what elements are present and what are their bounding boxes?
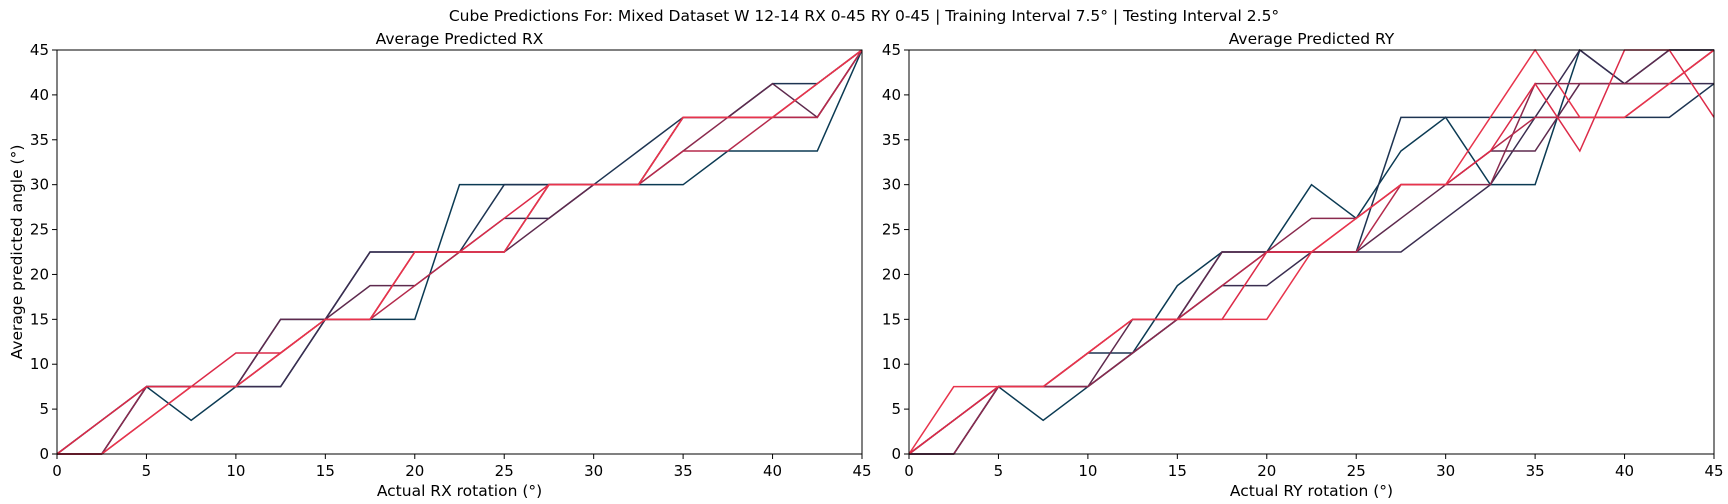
series-line-1 xyxy=(909,83,1714,455)
charts: 0 5 10 15 20 25 30 35 40 45 0 5 10 15 20 25 30 35 40 45 Aver… xyxy=(8,30,1724,500)
series-group xyxy=(909,49,1714,455)
x-tick-label: 35 xyxy=(1526,462,1545,480)
x-tick-label: 35 xyxy=(674,462,693,480)
x-axis-label: Actual RY rotation (°) xyxy=(1230,482,1393,500)
y-tick-label: 0 xyxy=(39,445,49,463)
x-tick-label: 0 xyxy=(904,462,914,480)
x-tick-label: 45 xyxy=(1704,462,1723,480)
y-tick-label: 40 xyxy=(30,86,49,104)
x-tick-label: 40 xyxy=(1615,462,1634,480)
x-tick-label: 25 xyxy=(1347,462,1366,480)
x-tick-label: 20 xyxy=(405,462,424,480)
x-tick-label: 0 xyxy=(52,462,62,480)
chart-title: Average Predicted RX xyxy=(376,30,544,48)
y-tick-label: 35 xyxy=(882,131,901,149)
y-tick-label: 25 xyxy=(882,221,901,239)
y-tick-label: 5 xyxy=(891,400,901,418)
x-tick-label: 30 xyxy=(1436,462,1455,480)
y-tick-label: 15 xyxy=(30,310,49,328)
series-group xyxy=(57,49,862,455)
y-tick-label: 45 xyxy=(30,41,49,59)
x-axis-label: Actual RX rotation (°) xyxy=(377,482,542,500)
y-tick-label: 30 xyxy=(882,176,901,194)
x-tick-label: 10 xyxy=(226,462,245,480)
y-axis-label: Average predicted angle (°) xyxy=(8,145,26,360)
y-tick-label: 0 xyxy=(891,445,901,463)
x-tick-label: 25 xyxy=(495,462,514,480)
y-tick-label: 10 xyxy=(882,355,901,373)
y-tick-label: 30 xyxy=(30,176,49,194)
axes-frame xyxy=(56,49,863,455)
axes-frame xyxy=(908,49,1715,455)
x-tick-label: 30 xyxy=(584,462,603,480)
figure-suptitle: Cube Predictions For: Mixed Dataset W 12… xyxy=(449,7,1279,25)
y-tick-label: 20 xyxy=(30,265,49,283)
y-tick-label: 40 xyxy=(882,86,901,104)
x-tick-label: 20 xyxy=(1257,462,1276,480)
x-tick-label: 45 xyxy=(852,462,871,480)
chart-title: Average Predicted RY xyxy=(1229,30,1395,48)
chart-panel-0: 0 5 10 15 20 25 30 35 40 45 0 5 10 15 20 25 30 35 40 45 Aver… xyxy=(8,30,872,500)
series-line-7 xyxy=(909,49,1714,455)
y-tick-label: 5 xyxy=(39,400,49,418)
x-tick-label: 40 xyxy=(763,462,782,480)
x-tick-label: 10 xyxy=(1078,462,1097,480)
y-tick-label: 20 xyxy=(882,265,901,283)
x-tick-label: 15 xyxy=(316,462,335,480)
x-tick-label: 15 xyxy=(1168,462,1187,480)
series-line-7 xyxy=(57,49,862,455)
y-tick-label: 35 xyxy=(30,131,49,149)
chart-panel-1: 0 5 10 15 20 25 30 35 40 45 0 5 10 15 20 25 30 35 40 45 Aver… xyxy=(882,30,1724,500)
y-tick-label: 10 xyxy=(30,355,49,373)
y-tick-label: 45 xyxy=(882,41,901,59)
y-tick-label: 15 xyxy=(882,310,901,328)
y-tick-label: 25 xyxy=(30,221,49,239)
x-tick-label: 5 xyxy=(142,462,152,480)
x-tick-label: 5 xyxy=(994,462,1004,480)
